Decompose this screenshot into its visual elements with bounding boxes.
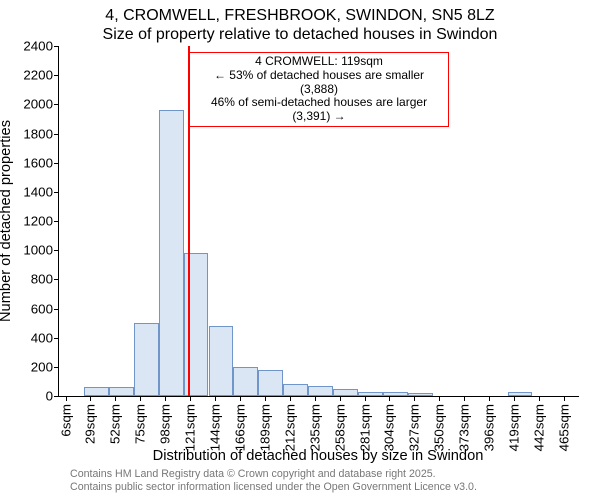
x-tick-mark xyxy=(190,396,191,401)
x-tick-label: 442sqm xyxy=(531,404,546,451)
y-tick-mark xyxy=(54,192,59,193)
x-tick-mark xyxy=(265,396,266,401)
annotation-box: 4 CROMWELL: 119sqm← 53% of detached hous… xyxy=(189,52,449,127)
x-tick-mark xyxy=(414,396,415,401)
y-tick-mark xyxy=(54,75,59,76)
x-tick-mark xyxy=(564,396,565,401)
x-tick-mark xyxy=(340,396,341,401)
x-tick-label: 144sqm xyxy=(208,404,223,451)
y-tick-mark xyxy=(54,46,59,47)
title-line-2: Size of property relative to detached ho… xyxy=(0,25,600,44)
histogram-bar xyxy=(233,367,258,396)
x-tick-mark xyxy=(489,396,490,401)
histogram-bar xyxy=(383,392,408,396)
y-tick-mark xyxy=(54,163,59,164)
annotation-line: 4 CROMWELL: 119sqm xyxy=(196,55,442,69)
x-tick-label: 281sqm xyxy=(357,404,372,451)
histogram-bar xyxy=(159,110,184,396)
x-tick-label: 350sqm xyxy=(432,404,447,451)
footer-line-2: Contains public sector information licen… xyxy=(70,481,477,494)
y-axis-title: Number of detached properties xyxy=(0,120,14,322)
plot-area: 0200400600800100012001400160018002000220… xyxy=(58,46,579,397)
x-tick-mark xyxy=(514,396,515,401)
histogram-bar xyxy=(283,384,308,396)
annotation-line: ← 53% of detached houses are smaller (3,… xyxy=(196,69,442,97)
x-tick-label: 327sqm xyxy=(407,404,422,451)
histogram-bar xyxy=(308,386,333,396)
title-line-1: 4, CROMWELL, FRESHBROOK, SWINDON, SN5 8L… xyxy=(0,6,600,25)
x-tick-label: 189sqm xyxy=(257,404,272,451)
x-tick-label: 258sqm xyxy=(332,404,347,451)
footer: Contains HM Land Registry data © Crown c… xyxy=(70,468,477,494)
x-tick-label: 75sqm xyxy=(133,404,148,444)
x-tick-mark xyxy=(165,396,166,401)
y-tick-mark xyxy=(54,338,59,339)
y-tick-mark xyxy=(54,279,59,280)
y-tick-mark xyxy=(54,250,59,251)
histogram-bar xyxy=(109,387,134,396)
y-tick-mark xyxy=(54,309,59,310)
histogram-bar xyxy=(333,389,358,396)
x-axis-title: Distribution of detached houses by size … xyxy=(58,448,578,464)
y-tick-mark xyxy=(54,221,59,222)
x-tick-label: 419sqm xyxy=(507,404,522,451)
x-tick-mark xyxy=(389,396,390,401)
x-tick-mark xyxy=(215,396,216,401)
x-tick-label: 52sqm xyxy=(108,404,123,444)
histogram-bar xyxy=(358,392,383,396)
annotation-line: 46% of semi-detached houses are larger (… xyxy=(196,96,442,124)
y-tick-mark xyxy=(54,134,59,135)
x-tick-mark xyxy=(140,396,141,401)
x-tick-mark xyxy=(439,396,440,401)
x-tick-label: 121sqm xyxy=(183,404,198,451)
footer-line-1: Contains HM Land Registry data © Crown c… xyxy=(70,468,477,481)
y-tick-mark xyxy=(54,104,59,105)
x-tick-label: 465sqm xyxy=(556,404,571,451)
x-tick-mark xyxy=(290,396,291,401)
histogram-bar xyxy=(258,370,283,396)
x-tick-mark xyxy=(365,396,366,401)
x-tick-label: 235sqm xyxy=(307,404,322,451)
x-tick-label: 396sqm xyxy=(482,404,497,451)
histogram-bar xyxy=(134,323,159,396)
histogram-bar xyxy=(209,326,234,396)
x-tick-mark xyxy=(66,396,67,401)
x-tick-label: 98sqm xyxy=(158,404,173,444)
x-tick-mark xyxy=(315,396,316,401)
x-tick-label: 373sqm xyxy=(457,404,472,451)
x-tick-mark xyxy=(240,396,241,401)
y-tick-mark xyxy=(54,396,59,397)
x-tick-mark xyxy=(90,396,91,401)
x-tick-mark xyxy=(464,396,465,401)
y-tick-mark xyxy=(54,367,59,368)
x-tick-mark xyxy=(539,396,540,401)
histogram-bar xyxy=(408,393,433,396)
x-tick-label: 166sqm xyxy=(232,404,247,451)
x-tick-label: 29sqm xyxy=(83,404,98,444)
histogram-bar xyxy=(508,392,533,396)
histogram-bar xyxy=(84,387,109,396)
x-tick-label: 304sqm xyxy=(382,404,397,451)
x-tick-label: 6sqm xyxy=(58,404,73,437)
x-tick-mark xyxy=(115,396,116,401)
x-tick-label: 212sqm xyxy=(282,404,297,451)
chart-container: 4, CROMWELL, FRESHBROOK, SWINDON, SN5 8L… xyxy=(0,0,600,500)
chart-title: 4, CROMWELL, FRESHBROOK, SWINDON, SN5 8L… xyxy=(0,0,600,44)
